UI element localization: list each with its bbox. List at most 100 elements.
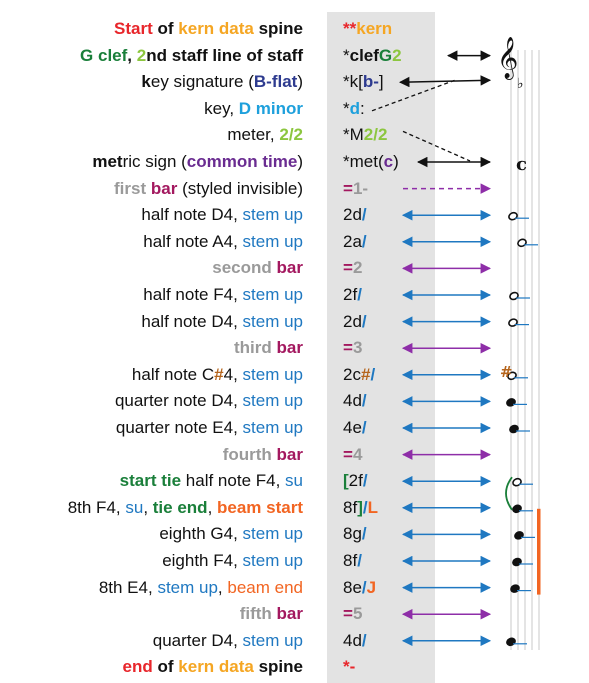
note-head xyxy=(506,398,516,407)
text-segment: 3 xyxy=(352,338,363,358)
text-segment: b- xyxy=(362,72,379,92)
text-segment: / xyxy=(361,205,367,225)
kern-token: 8f/ xyxy=(343,548,362,574)
flat-icon: ♭ xyxy=(517,76,524,92)
kern-token: 2d/ xyxy=(343,309,367,335)
kern-token: 2d/ xyxy=(343,202,367,228)
kern-token: =4 xyxy=(343,442,362,468)
note-head xyxy=(512,557,522,567)
text-segment: stem up xyxy=(242,205,303,225)
kern-token: 2c#/ xyxy=(343,362,375,388)
text-segment: / xyxy=(370,364,376,384)
text-segment: half note F4, xyxy=(143,285,243,304)
note-head xyxy=(508,318,518,327)
key-arrow xyxy=(398,75,492,88)
text-segment: bar xyxy=(276,338,303,358)
text-segment: / xyxy=(361,524,367,544)
text-segment: 4d xyxy=(343,630,362,650)
text-segment: / xyxy=(362,471,368,491)
text-segment: 2d xyxy=(343,311,362,331)
text-segment: stem up xyxy=(242,391,303,411)
kern-token: 2f/ xyxy=(343,282,362,308)
text-segment: B-flat xyxy=(253,72,298,92)
kern-token: *M2/2 xyxy=(343,122,387,148)
row-description: second bar xyxy=(212,255,303,281)
text-segment: / xyxy=(361,231,367,251)
text-segment: 2f xyxy=(343,285,358,304)
text-segment: bar xyxy=(276,604,303,624)
kern-token: 4e/ xyxy=(343,415,367,441)
text-segment: 2 xyxy=(136,45,147,65)
text-segment: half note D4, xyxy=(141,311,243,331)
text-segment: beam end xyxy=(227,577,303,597)
text-segment: / xyxy=(361,311,367,331)
text-segment: Start xyxy=(114,19,153,38)
text-segment: M xyxy=(349,125,364,145)
row-description: quarter note E4, stem up xyxy=(116,415,303,441)
row-description: eighth G4, stem up xyxy=(159,521,303,547)
row-description: first bar (styled invisible) xyxy=(114,176,303,202)
text-segment: stem up xyxy=(157,577,218,597)
text-segment: start tie xyxy=(119,471,182,491)
text-segment: kern xyxy=(356,19,393,38)
kern-token: =3 xyxy=(343,335,362,361)
text-segment: eighth G4, xyxy=(159,524,243,544)
text-segment: ) xyxy=(297,72,303,92)
text-segment: = xyxy=(343,178,353,198)
text-segment: 8th F4, xyxy=(67,497,126,517)
text-segment: * xyxy=(343,152,350,171)
text-segment: spine xyxy=(253,19,303,38)
row-description: G clef, 2nd staff line of staff xyxy=(80,43,303,69)
text-segment: 2c xyxy=(343,364,361,384)
text-segment: stem up xyxy=(242,418,303,437)
text-segment: half note C xyxy=(131,364,215,384)
row-description: start tie half note F4, su xyxy=(120,468,303,494)
text-segment: quarter D4, xyxy=(152,630,243,650)
kern-token: **kern xyxy=(343,16,392,42)
text-segment: bar xyxy=(150,178,178,198)
text-segment: 4e xyxy=(343,418,362,437)
text-segment: third xyxy=(234,338,272,358)
row-description: quarter D4, stem up xyxy=(153,628,303,654)
text-segment: 4d xyxy=(343,391,362,411)
text-segment: k xyxy=(141,72,151,92)
text-segment: 8th E4, xyxy=(98,577,158,597)
text-segment: met xyxy=(92,152,123,171)
text-segment: quarter note D4, xyxy=(114,391,243,411)
text-segment: 2a xyxy=(343,231,362,251)
kern-token: *- xyxy=(343,654,355,680)
text-segment: clef xyxy=(349,45,379,65)
row-description: 8th E4, stem up, beam end xyxy=(99,575,303,601)
text-segment: nd staff line of staff xyxy=(146,45,303,65)
text-segment: stem up xyxy=(242,285,303,304)
text-segment: stem up xyxy=(242,524,303,544)
text-segment: ] xyxy=(357,497,363,517)
text-segment: 1- xyxy=(352,178,369,198)
kern-token: *clefG2 xyxy=(343,43,402,69)
row-description: half note C#4, stem up xyxy=(132,362,303,388)
text-segment: 5 xyxy=(352,604,363,624)
kern-token: *k[b-] xyxy=(343,69,384,95)
kern-token: =5 xyxy=(343,601,362,627)
text-segment: tie end xyxy=(152,497,208,517)
text-segment: / xyxy=(361,630,367,650)
row-description: eighth F4, stem up xyxy=(162,548,303,574)
text-segment: of xyxy=(152,657,179,677)
kern-token: 8f]/L xyxy=(343,495,378,521)
text-segment: # xyxy=(214,364,224,384)
text-segment: second xyxy=(212,258,272,278)
note-head xyxy=(506,637,516,647)
text-segment: k[ xyxy=(349,72,363,92)
text-segment: d xyxy=(349,98,361,118)
kern-token: =1- xyxy=(343,176,368,202)
arrows xyxy=(371,50,492,647)
text-segment: (styled invisible) xyxy=(177,178,303,198)
text-segment: first xyxy=(114,178,147,198)
text-segment: stem up xyxy=(242,551,303,570)
text-segment: = xyxy=(343,604,353,624)
text-segment: stem up xyxy=(242,231,303,251)
row-description: third bar xyxy=(234,335,303,361)
note-head xyxy=(512,504,522,514)
text-segment: ey signature ( xyxy=(150,72,254,92)
